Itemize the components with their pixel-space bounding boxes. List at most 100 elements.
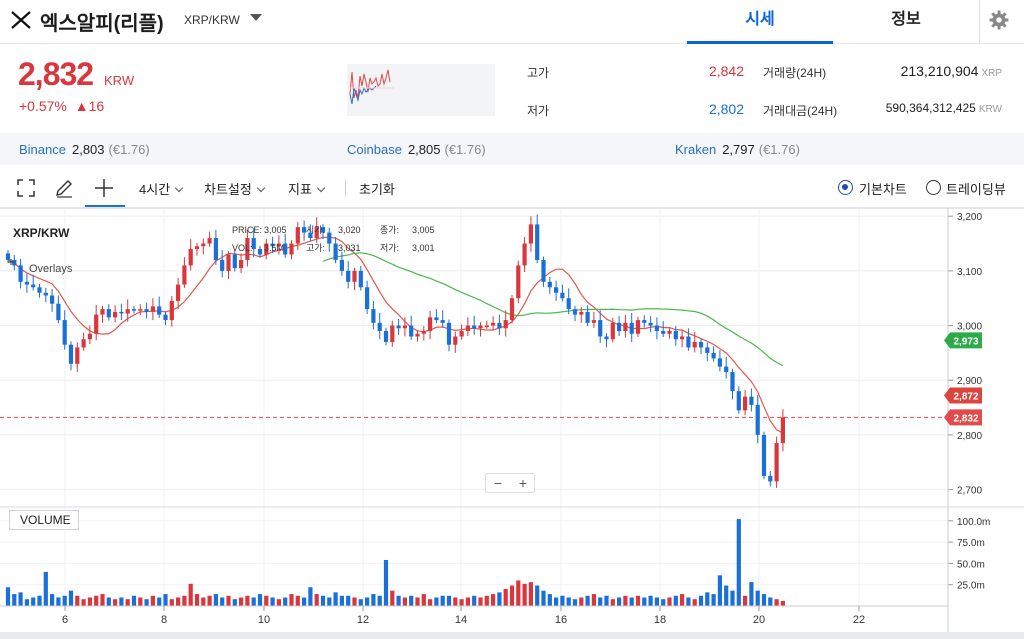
radio-tradingview[interactable]	[926, 180, 941, 195]
basic-chart-label[interactable]: 기본차트	[859, 182, 907, 197]
legend-open-label: 시가:	[306, 225, 325, 235]
volume-bar	[780, 600, 785, 606]
chart-toolbar: 4시간 차트설정 지표 초기화 기본차트 트레이딩뷰	[0, 168, 1024, 208]
candle-body	[12, 259, 17, 266]
candle-body	[409, 325, 414, 337]
candle-body	[472, 325, 477, 329]
candle-body	[138, 309, 143, 311]
volume-bar	[333, 592, 338, 606]
volume-bar	[724, 585, 729, 606]
time-tick-label: 20	[753, 614, 765, 626]
volume-bar	[585, 595, 590, 606]
coin-select-dropdown-icon[interactable]	[250, 14, 262, 21]
volume-bar	[125, 599, 130, 606]
candle-body	[522, 243, 527, 266]
fullscreen-icon[interactable]	[15, 177, 37, 199]
candle-body	[421, 331, 426, 334]
gear-icon[interactable]	[988, 9, 1010, 31]
radio-basic-chart[interactable]	[838, 180, 853, 195]
legend-low-label: 저가:	[380, 243, 399, 253]
exchange-price-bar: Binance 2,803 (€1.76) Coinbase 2,805 (€1.76)…	[0, 133, 1024, 165]
candle-body	[302, 227, 307, 233]
candle-body	[585, 311, 590, 323]
current-price-tag	[944, 409, 982, 426]
candle-body	[75, 347, 80, 364]
candle-body	[446, 322, 452, 345]
candle-body	[768, 475, 773, 482]
volume-bar	[491, 594, 496, 606]
candle-body	[623, 322, 628, 332]
tab-market-price[interactable]: 시세	[687, 0, 833, 44]
candle-body	[24, 281, 29, 285]
candle-body	[547, 281, 552, 288]
chevron-down-icon	[316, 183, 326, 193]
candle-body	[62, 320, 67, 345]
chevron-down-icon	[174, 183, 184, 193]
zoom-in-button[interactable]: +	[518, 475, 528, 491]
overlays-label[interactable]: Overlays	[29, 263, 73, 275]
candle-body	[610, 322, 615, 340]
candle-body	[43, 292, 48, 296]
volume-bar	[18, 592, 23, 606]
candle-body	[68, 344, 74, 364]
volume-bar	[339, 595, 344, 606]
candle-body	[491, 322, 496, 326]
price-tick-label: 3,200	[957, 212, 982, 223]
exchange-kraken[interactable]: Kraken 2,797 (€1.76)	[675, 142, 800, 157]
ma-red-price-tag	[944, 387, 982, 404]
pencil-icon[interactable]	[53, 177, 75, 199]
candle-body	[484, 325, 489, 328]
indicators-menu[interactable]: 지표	[288, 179, 326, 198]
candle-body	[692, 341, 697, 348]
legend-close-value: 3,005	[412, 225, 435, 235]
volume-number: 213,210,904	[900, 63, 979, 79]
volume-bar	[654, 597, 659, 606]
volume-bar	[245, 595, 250, 606]
volume-bar	[390, 590, 395, 606]
volume-bar	[566, 597, 571, 606]
time-tick-label: 18	[654, 614, 666, 626]
volume-tick-label: 100.0m	[957, 517, 990, 528]
exchange-usd: (€1.76)	[758, 142, 800, 157]
chart-grid	[0, 208, 948, 606]
candle-body	[749, 396, 754, 405]
volume-bar	[207, 595, 212, 606]
price-tick-label: 3,100	[957, 267, 982, 278]
indicators-label: 지표	[288, 182, 312, 197]
candle-body	[176, 284, 181, 301]
candle-body	[264, 243, 269, 255]
tradingview-label[interactable]: 트레이딩뷰	[946, 182, 1006, 197]
xrp-logo-icon	[11, 11, 31, 29]
time-tick-label: 8	[161, 614, 167, 626]
price-change: +0.57% ▲16	[19, 98, 104, 114]
reset-button[interactable]: 초기화	[359, 182, 395, 197]
price-chart[interactable]: 3,200 3,100 3,000 2,900 2,800 2,700 100.0m 75.0…	[0, 208, 1024, 639]
volume-bar	[327, 597, 332, 606]
candle-body	[257, 249, 263, 255]
volume-bars	[5, 519, 785, 606]
ma-green-price-tag-label: 2,973	[953, 336, 978, 347]
legend-price-label: PRICE:	[232, 225, 262, 235]
volume-bar	[119, 597, 124, 606]
volume-bar	[560, 595, 565, 606]
tab-info[interactable]: 정보	[891, 11, 921, 28]
volume-bar	[705, 592, 710, 606]
crosshair-icon[interactable]	[93, 177, 115, 199]
exchange-binance[interactable]: Binance 2,803 (€1.76)	[19, 142, 150, 157]
amount-label: 거래대금(24H)	[763, 104, 838, 118]
volume-bar	[169, 599, 174, 606]
candle-body	[434, 317, 439, 321]
zoom-out-button[interactable]: −	[493, 475, 503, 491]
volume-bar	[352, 597, 357, 606]
volume-bar	[194, 594, 200, 606]
current-price-tag-label: 2,832	[953, 413, 978, 424]
interval-select[interactable]: 4시간	[139, 179, 184, 198]
candle-body	[698, 341, 704, 348]
exchange-coinbase[interactable]: Coinbase 2,805 (€1.76)	[347, 142, 486, 157]
chart-axes: 3,200 3,100 3,000 2,900 2,800 2,700 100.0m 75.0…	[0, 208, 1024, 639]
candle-body	[5, 253, 11, 260]
volume-bar	[635, 595, 641, 606]
chart-settings-menu[interactable]: 차트설정	[204, 179, 266, 198]
legend-high-label: 고가:	[306, 243, 325, 253]
candle-body	[37, 287, 42, 293]
